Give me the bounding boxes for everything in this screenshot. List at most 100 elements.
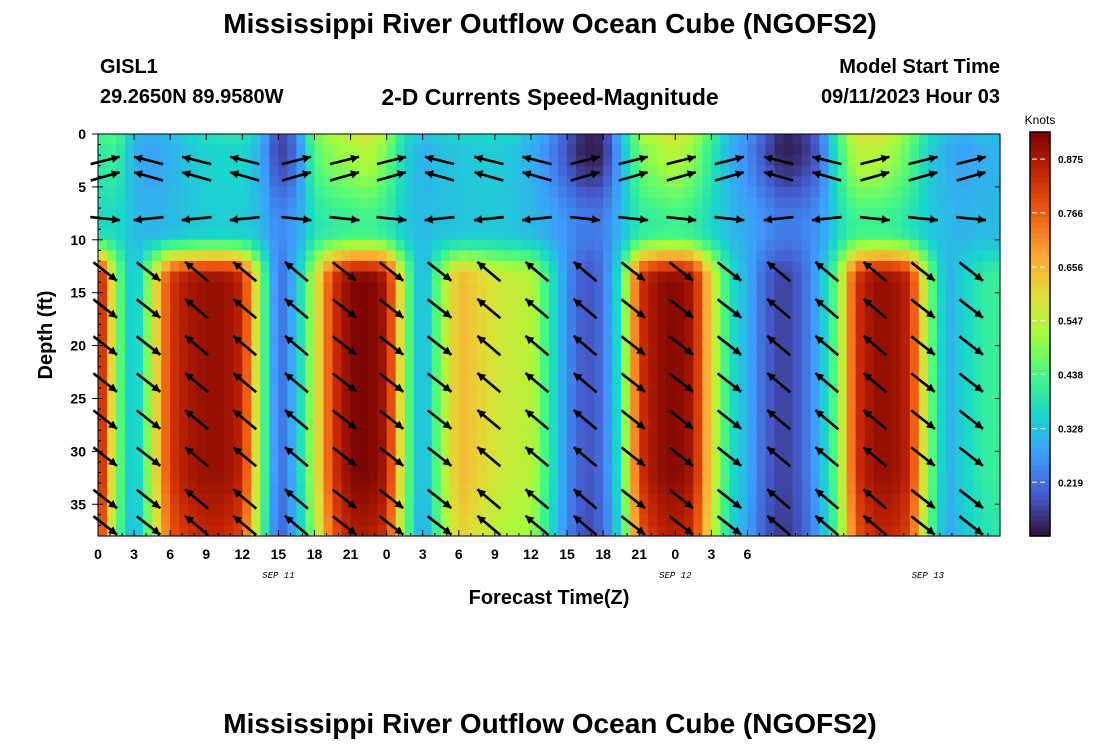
heatmap-cell (675, 483, 685, 495)
heatmap-cell (215, 377, 225, 389)
heatmap-cell (747, 398, 758, 410)
heatmap-cell (413, 493, 424, 505)
heatmap-cell (125, 493, 135, 505)
heatmap-cell (512, 345, 523, 357)
heatmap-cell (756, 398, 767, 410)
heatmap-cell (539, 282, 550, 294)
heatmap-cell (377, 208, 388, 220)
heatmap-cell (368, 451, 379, 463)
heatmap-cell (305, 514, 316, 527)
heatmap-cell (612, 229, 622, 241)
heatmap-cell (503, 229, 514, 241)
heatmap-cell (765, 229, 776, 241)
heatmap-cell (233, 472, 243, 484)
heatmap-cell (116, 250, 126, 262)
current-vector-head (735, 170, 744, 179)
heatmap-cell (819, 303, 830, 315)
heatmap-cell (530, 229, 541, 241)
heatmap-cell (377, 292, 388, 304)
heatmap-cell (945, 271, 956, 283)
heatmap-cell (927, 260, 938, 273)
heatmap-cell (116, 271, 126, 283)
heatmap-cell (756, 356, 767, 368)
heatmap-cell (224, 387, 234, 400)
x-tick-label: 6 (166, 546, 174, 562)
heatmap-cell (819, 197, 830, 209)
heatmap-cell (125, 366, 135, 378)
heatmap-cell (179, 250, 189, 262)
heatmap-cell (503, 176, 514, 188)
heatmap-cell (206, 271, 216, 283)
colorbar-segment (1030, 515, 1050, 522)
heatmap-cell (395, 282, 406, 294)
heatmap-cell (206, 335, 216, 347)
heatmap-cell (567, 504, 577, 516)
heatmap-cell (891, 483, 902, 495)
heatmap-cell (341, 483, 352, 495)
heatmap-cell (675, 271, 685, 283)
heatmap-cell (251, 398, 261, 410)
heatmap-cell (332, 282, 343, 294)
heatmap-cell (233, 398, 243, 410)
heatmap-cell (314, 176, 325, 188)
colorbar-segment (1030, 354, 1050, 360)
heatmap-cell (458, 387, 469, 400)
heatmap-cell (819, 398, 830, 410)
heatmap-cell (215, 335, 225, 347)
heatmap-cell (98, 282, 108, 294)
heatmap-cell (711, 430, 721, 442)
heatmap-cell (296, 176, 307, 188)
heatmap-cell (233, 345, 243, 357)
heatmap-cell (630, 134, 640, 146)
current-vector-head (684, 272, 694, 281)
heatmap-cell (756, 239, 767, 251)
heatmap-cell (98, 335, 108, 347)
heatmap-cell (918, 525, 929, 537)
heatmap-cell (449, 260, 460, 273)
heatmap-cell (738, 144, 749, 156)
heatmap-cell (801, 451, 812, 463)
heatmap-cell (693, 239, 703, 251)
heatmap-cell (720, 430, 730, 442)
heatmap-cell (882, 250, 893, 262)
heatmap-cell (864, 144, 875, 156)
heatmap-cell (521, 525, 532, 537)
current-vector-head (233, 515, 243, 525)
heatmap-cell (630, 239, 640, 251)
heatmap-cell (855, 134, 866, 146)
heatmap-cell (702, 461, 712, 474)
heatmap-cell (539, 356, 550, 368)
heatmap-cell (152, 377, 162, 389)
heatmap-cell (287, 430, 298, 442)
heatmap-cell (954, 504, 965, 516)
heatmap-cell (413, 260, 424, 273)
heatmap-cell (422, 461, 433, 474)
heatmap-cell (197, 356, 207, 368)
heatmap-cell (855, 186, 866, 199)
heatmap-cell (576, 282, 586, 294)
heatmap-cell (927, 239, 938, 251)
heatmap-cell (233, 218, 243, 230)
heatmap-cell (431, 493, 442, 505)
heatmap-cell (918, 282, 929, 294)
heatmap-cell (458, 461, 469, 474)
heatmap-cell (963, 483, 974, 495)
colorbar-tick-label: 0.328 (1058, 425, 1083, 436)
heatmap-cell (594, 345, 604, 357)
heatmap-cell (909, 239, 920, 251)
heatmap-cell (494, 493, 505, 505)
heatmap-cell (224, 440, 234, 452)
heatmap-cell (98, 165, 108, 177)
heatmap-cell (747, 335, 758, 347)
heatmap-cell (936, 430, 947, 442)
heatmap-cell (837, 229, 848, 241)
heatmap-cell (657, 250, 667, 262)
heatmap-cell (188, 504, 198, 516)
heatmap-cell (675, 250, 685, 262)
heatmap-cell (215, 271, 225, 283)
heatmap-cell (792, 208, 803, 220)
heatmap-cell (621, 165, 631, 177)
heatmap-cell (503, 377, 514, 389)
heatmap-cell (278, 208, 289, 220)
heatmap-cell (873, 440, 884, 452)
